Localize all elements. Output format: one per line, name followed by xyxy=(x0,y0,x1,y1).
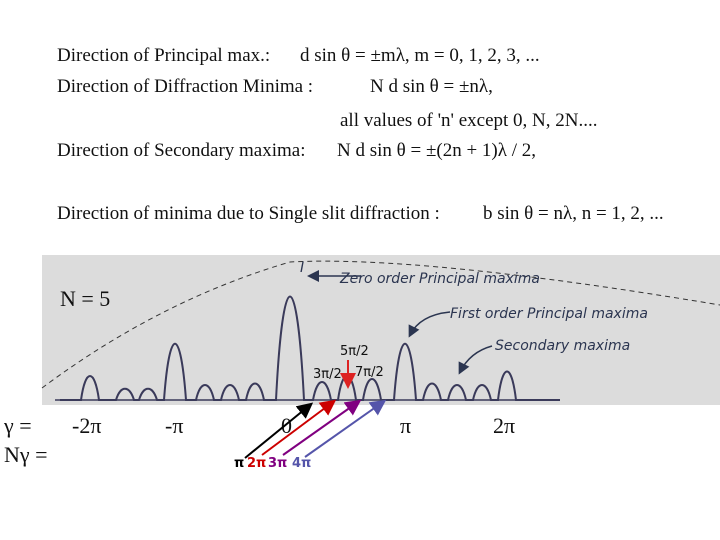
note: all values of 'n' except 0, N, 2N.... xyxy=(340,110,597,131)
equation: b sin θ = nλ, n = 1, 2, ... xyxy=(483,203,664,224)
n-gamma-label: Nγ = xyxy=(4,442,48,467)
equation-label: Direction of Diffraction Minima : xyxy=(57,76,313,97)
annotation: Secondary maxima xyxy=(495,338,630,354)
gamma-tick: 2π xyxy=(493,413,515,438)
gamma-tick: 0 xyxy=(281,413,292,438)
equation-label: Direction of Principal max.: xyxy=(57,45,270,66)
arrow xyxy=(282,399,362,456)
arrow xyxy=(244,402,314,459)
phase-label: 5π/2 xyxy=(340,344,369,359)
gamma-tick: π xyxy=(400,413,411,438)
n-gamma-tick: 4π xyxy=(292,456,311,471)
n-gamma-tick: 2π xyxy=(247,456,266,471)
gamma-label: γ = xyxy=(3,413,32,438)
arrow xyxy=(261,399,337,456)
arrow xyxy=(458,345,493,375)
arrow xyxy=(304,399,387,458)
annotation: Zero order Principal maxima xyxy=(339,271,540,287)
gamma-tick: -π xyxy=(165,413,183,438)
equation-label: Direction of minima due to Single slit d… xyxy=(57,203,440,224)
intensity-label: I xyxy=(300,260,304,276)
arrow xyxy=(408,311,451,338)
n-gamma-tick: 3π xyxy=(268,456,287,471)
envelope xyxy=(41,260,720,389)
photo-background xyxy=(42,255,720,405)
n-gamma-tick: π xyxy=(234,456,244,471)
n-label: N = 5 xyxy=(60,286,110,311)
equation-label: Direction of Secondary maxima: xyxy=(57,140,306,161)
equation: N d sin θ = ±nλ, xyxy=(370,76,493,97)
annotation: First order Principal maxima xyxy=(450,306,648,322)
gamma-tick: -2π xyxy=(72,413,101,438)
equation: d sin θ = ±mλ, m = 0, 1, 2, 3, ... xyxy=(300,45,540,66)
equation: N d sin θ = ±(2n + 1)λ / 2, xyxy=(337,140,536,161)
phase-label: 7π/2 xyxy=(355,365,384,380)
phase-label: 3π/2 xyxy=(313,367,342,382)
